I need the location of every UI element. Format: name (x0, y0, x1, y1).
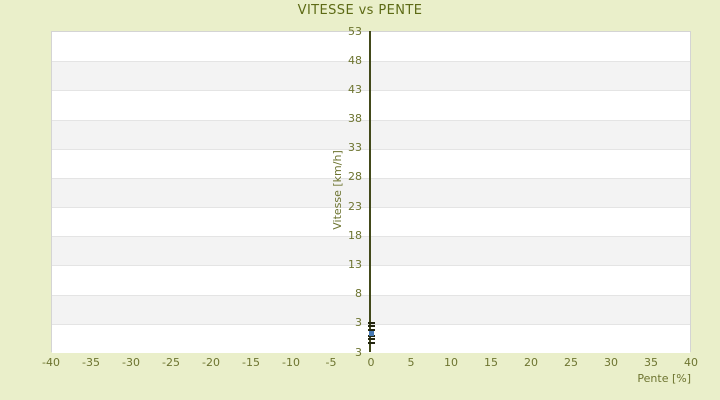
plot-band (52, 236, 690, 266)
plot-band (52, 32, 690, 62)
x-tick-label: 30 (604, 356, 618, 369)
x-tick-label: 25 (564, 356, 578, 369)
highlighted-data-point-marker[interactable] (369, 330, 374, 336)
y-tick-label: 23 (348, 199, 362, 213)
y-tick-label: 48 (348, 53, 362, 67)
plot-band (52, 294, 690, 324)
x-tick-label: -15 (242, 356, 260, 369)
data-point-marker[interactable] (368, 328, 375, 331)
plot-band (52, 119, 690, 149)
x-tick-label: 10 (444, 356, 458, 369)
gridline (52, 294, 690, 296)
gridline (52, 119, 690, 121)
x-tick-label: 20 (524, 356, 538, 369)
y-tick-label: 53 (348, 24, 362, 38)
x-tick-label: 35 (644, 356, 658, 369)
x-tick-label: -35 (82, 356, 100, 369)
x-tick-label: -5 (325, 356, 337, 369)
plot-band (52, 177, 690, 208)
data-point-marker[interactable] (368, 335, 375, 338)
plot-band (52, 90, 690, 120)
x-tick-label: -10 (282, 356, 300, 369)
plot-band (52, 148, 690, 178)
plot-area (51, 31, 691, 353)
y-tick-label: 28 (348, 170, 362, 184)
gridline (52, 90, 690, 92)
gridline (52, 265, 690, 267)
y-tick-label: 38 (348, 112, 362, 126)
y-tick-label: 3 (355, 345, 362, 359)
gridline (52, 148, 690, 150)
gridline (52, 323, 690, 325)
plot-band (52, 265, 690, 295)
gridline (52, 236, 690, 238)
y-tick-label: 13 (348, 257, 362, 271)
y-tick-label: 18 (348, 228, 362, 242)
plot-band (52, 207, 690, 237)
chart-title: VITESSE vs PENTE (297, 3, 423, 18)
x-tick-label: -30 (122, 356, 140, 369)
y-tick-label: 43 (348, 82, 362, 96)
x-tick-label: -20 (202, 356, 220, 369)
x-axis-title: Pente [%] (637, 372, 691, 385)
x-tick-label: 40 (684, 356, 698, 369)
x-tick-label: 0 (367, 356, 375, 369)
y-tick-label: 8 (355, 287, 362, 301)
data-point-marker[interactable] (368, 341, 375, 344)
data-point-marker[interactable] (368, 321, 375, 324)
gridline (52, 61, 690, 63)
x-tick-label: -25 (162, 356, 180, 369)
y-axis-line (369, 31, 371, 352)
y-axis-title: Vitesse [km/h] (331, 150, 344, 230)
data-point-marker[interactable] (368, 338, 375, 341)
data-point-marker[interactable] (368, 325, 375, 328)
x-tick-label: 5 (407, 356, 415, 369)
x-tick-label: 15 (484, 356, 498, 369)
y-tick-label: 33 (348, 141, 362, 155)
plot-band (52, 61, 690, 91)
x-tick-label: -40 (42, 356, 60, 369)
gridline (52, 177, 690, 179)
gridline (52, 207, 690, 209)
y-tick-label: 3 (355, 316, 362, 330)
